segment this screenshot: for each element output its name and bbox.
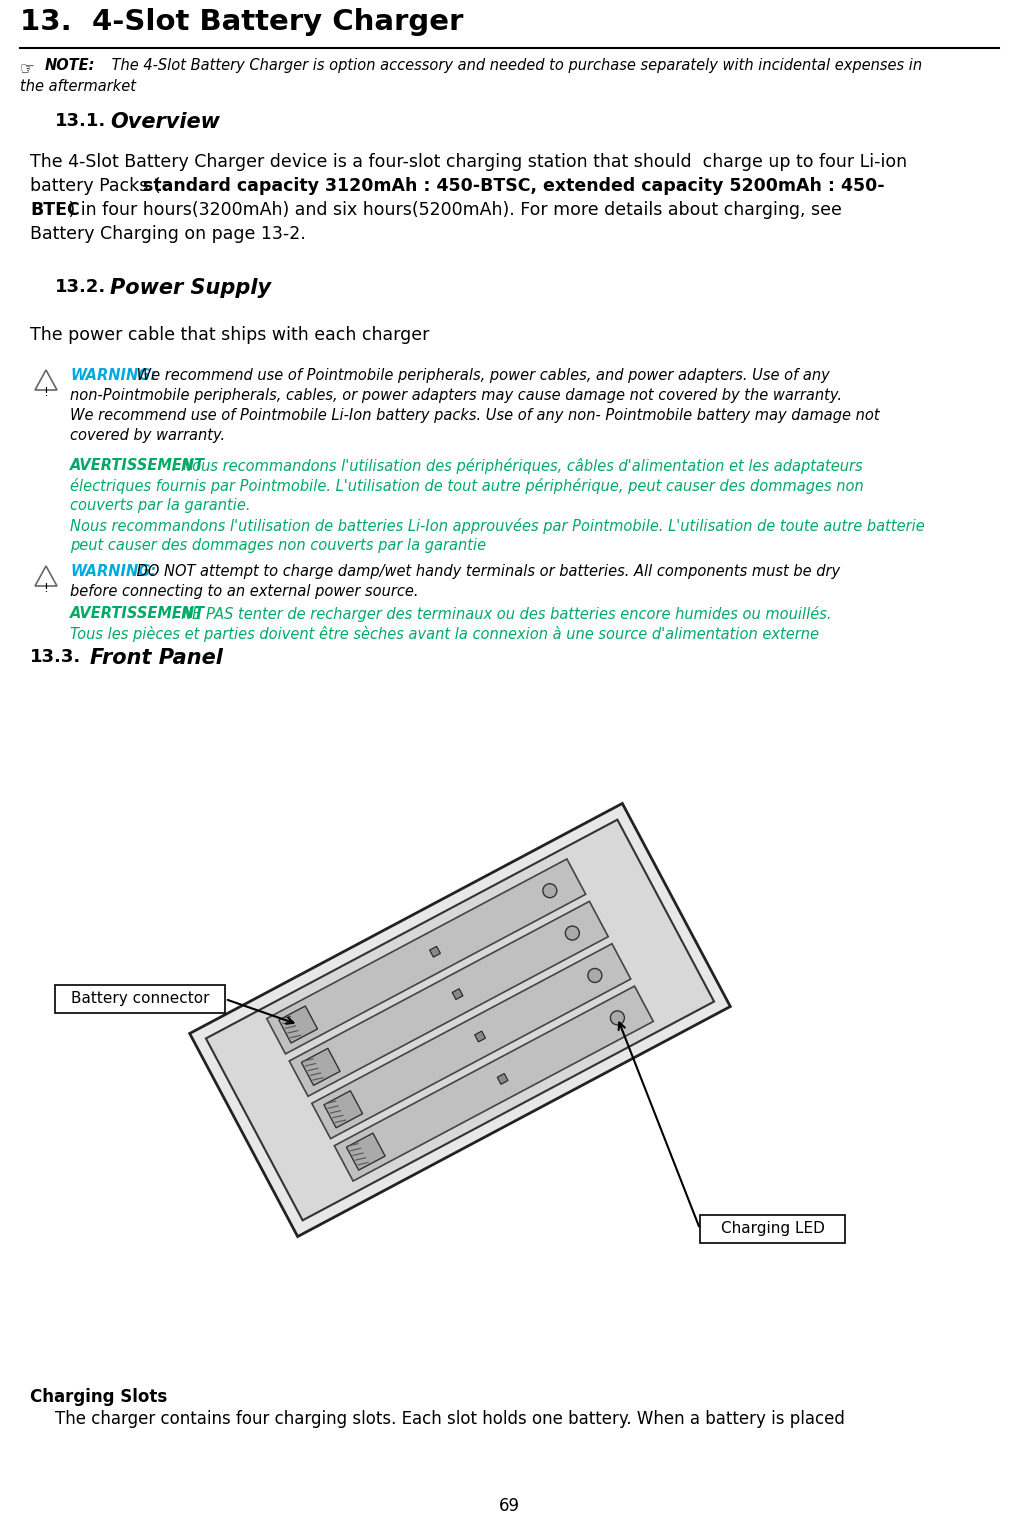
Text: AVERTISSEMENT: AVERTISSEMENT	[70, 458, 205, 473]
Polygon shape	[334, 986, 653, 1181]
Polygon shape	[190, 804, 731, 1237]
Polygon shape	[324, 1091, 363, 1128]
Text: We recommend use of Pointmobile peripherals, power cables, and power adapters. U: We recommend use of Pointmobile peripher…	[132, 368, 830, 383]
Polygon shape	[452, 988, 463, 1000]
Text: Tous les pièces et parties doivent être sèches avant la connexion à une source d: Tous les pièces et parties doivent être …	[70, 626, 819, 641]
Text: ) in four hours(3200mAh) and six hours(5200mAh). For more details about charging: ) in four hours(3200mAh) and six hours(5…	[63, 201, 842, 219]
Text: Battery connector: Battery connector	[70, 991, 209, 1006]
Text: We recommend use of Pointmobile Li-Ion battery packs. Use of any non- Pointmobil: We recommend use of Pointmobile Li-Ion b…	[70, 407, 879, 423]
Text: électriques fournis par Pointmobile. L'utilisation de tout autre périphérique, p: électriques fournis par Pointmobile. L'u…	[70, 477, 864, 494]
Text: standard capacity 3120mAh : 450-BTSC, extended capacity 5200mAh : 450-: standard capacity 3120mAh : 450-BTSC, ex…	[143, 176, 884, 195]
Text: peut causer des dommages non couverts par la garantie: peut causer des dommages non couverts pa…	[70, 538, 486, 553]
Circle shape	[543, 883, 556, 898]
Text: the aftermarket: the aftermarket	[20, 79, 136, 94]
Text: 13.1.: 13.1.	[55, 112, 106, 131]
Polygon shape	[475, 1031, 485, 1041]
Polygon shape	[289, 901, 608, 1096]
Text: 13.2.: 13.2.	[55, 278, 106, 296]
Text: covered by warranty.: covered by warranty.	[70, 429, 225, 442]
Polygon shape	[279, 1006, 318, 1043]
Text: couverts par la garantie.: couverts par la garantie.	[70, 499, 251, 514]
Text: Overview: Overview	[110, 112, 220, 132]
Polygon shape	[430, 947, 440, 958]
Polygon shape	[302, 1049, 340, 1085]
Polygon shape	[312, 944, 631, 1138]
Text: The power cable that ships with each charger: The power cable that ships with each cha…	[30, 325, 429, 344]
Text: battery Packs (: battery Packs (	[30, 176, 166, 195]
Text: NOTE:: NOTE:	[45, 58, 96, 73]
Text: Front Panel: Front Panel	[90, 648, 223, 667]
Circle shape	[566, 926, 580, 939]
Text: 69: 69	[498, 1497, 520, 1515]
Circle shape	[588, 968, 602, 982]
Text: The 4-Slot Battery Charger is option accessory and needed to purchase separately: The 4-Slot Battery Charger is option acc…	[107, 58, 922, 73]
Text: WARNING:: WARNING:	[70, 564, 156, 579]
Polygon shape	[206, 819, 714, 1221]
Text: : NE PAS tenter de recharger des terminaux ou des batteries encore humides ou mo: : NE PAS tenter de recharger des termina…	[167, 606, 832, 622]
Circle shape	[610, 1011, 625, 1024]
Text: before connecting to an external power source.: before connecting to an external power s…	[70, 584, 419, 599]
Text: Power Supply: Power Supply	[110, 278, 271, 298]
Polygon shape	[497, 1073, 508, 1084]
Text: non-Pointmobile peripherals, cables, or power adapters may cause damage not cove: non-Pointmobile peripherals, cables, or …	[70, 388, 842, 403]
Text: ☞: ☞	[20, 59, 35, 78]
Text: WARNING:: WARNING:	[70, 368, 156, 383]
Text: : Nous recommandons l'utilisation des périphériques, câbles d'alimentation et le: : Nous recommandons l'utilisation des pé…	[167, 458, 863, 474]
FancyBboxPatch shape	[700, 1214, 845, 1243]
Text: Battery Charging on page 13-2.: Battery Charging on page 13-2.	[30, 225, 306, 243]
Text: !: !	[44, 582, 49, 594]
FancyBboxPatch shape	[55, 985, 225, 1012]
Text: The charger contains four charging slots. Each slot holds one battery. When a ba: The charger contains four charging slots…	[55, 1411, 845, 1427]
Text: Nous recommandons l'utilisation de batteries Li-Ion approuvées par Pointmobile. : Nous recommandons l'utilisation de batte…	[70, 518, 925, 534]
Text: Charging LED: Charging LED	[720, 1222, 824, 1236]
Text: DO NOT attempt to charge damp/wet handy terminals or batteries. All components m: DO NOT attempt to charge damp/wet handy …	[132, 564, 841, 579]
Text: 13.3.: 13.3.	[30, 648, 82, 666]
Polygon shape	[346, 1132, 385, 1170]
Text: !: !	[44, 386, 49, 400]
Text: 13.  4-Slot Battery Charger: 13. 4-Slot Battery Charger	[20, 8, 464, 36]
Text: The 4-Slot Battery Charger device is a four-slot charging station that should  c: The 4-Slot Battery Charger device is a f…	[30, 154, 907, 172]
Text: AVERTISSEMENT: AVERTISSEMENT	[70, 606, 205, 622]
Text: BTEC: BTEC	[30, 201, 79, 219]
Text: Charging Slots: Charging Slots	[30, 1388, 167, 1406]
Polygon shape	[267, 859, 586, 1053]
